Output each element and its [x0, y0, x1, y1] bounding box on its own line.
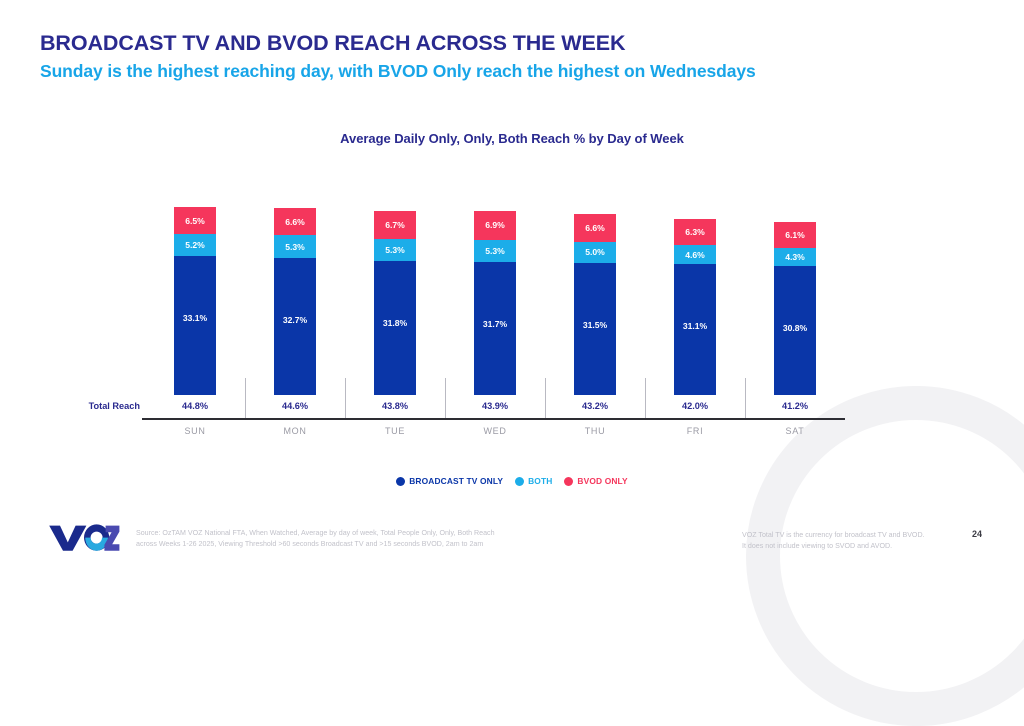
bar-stack: 6.6% 5.3% 32.7%	[274, 207, 316, 395]
total-reach-value-mon: 44.6%	[281, 401, 309, 411]
chart-plot-area: 6.5% 5.2% 33.1% 6.6% 5.3% 32.7% 6.7% 5.3% 31.8% 6…	[89, 185, 845, 436]
bar-segment-both[interactable]: 5.3%	[474, 239, 516, 262]
bar-stack: 6.5% 5.2% 33.1%	[174, 206, 216, 395]
legend-item[interactable]: BROADCAST TV ONLY	[396, 476, 503, 486]
legend-label: BROADCAST TV ONLY	[409, 476, 504, 486]
bar-segment-bvod-only[interactable]: 6.7%	[374, 211, 416, 240]
bar-segment-bvod-only[interactable]: 6.1%	[774, 221, 816, 248]
bar-column-tue[interactable]: 6.7% 5.3% 31.8%	[345, 185, 445, 395]
bar-segment-bvod-only[interactable]: 6.3%	[674, 218, 716, 246]
legend-swatch-icon	[396, 476, 406, 486]
slide-subtitle: Sunday is the highest reaching day, with…	[40, 61, 756, 81]
x-tick-sat: SAT	[785, 426, 805, 436]
bar-stack: 6.6% 5.0% 31.5%	[574, 213, 616, 395]
bar-segment-both[interactable]: 5.3%	[274, 235, 316, 258]
bar-segment-broadcast-tv-only[interactable]: 31.7%	[474, 261, 516, 395]
currency-note: VOZ Total TV is the currency for broadca…	[742, 530, 964, 551]
bars-container: 6.5% 5.2% 33.1% 6.6% 5.3% 32.7% 6.7% 5.3% 31.8% 6…	[145, 185, 845, 395]
bar-segment-bvod-only[interactable]: 6.6%	[274, 207, 316, 236]
x-tick-mon: MON	[283, 426, 307, 436]
x-axis-tick-labels: SUN MON TUE WED THU FRI SAT	[145, 423, 845, 439]
bar-segment-bvod-only[interactable]: 6.9%	[474, 210, 516, 240]
bar-segment-broadcast-tv-only[interactable]: 31.5%	[574, 262, 616, 395]
bar-segment-both[interactable]: 5.3%	[374, 239, 416, 262]
bar-segment-broadcast-tv-only[interactable]: 31.8%	[374, 261, 416, 395]
total-reach-values: 44.8% 44.6% 43.8% 43.9% 43.2% 42.0% 41.2%	[145, 397, 845, 416]
slide-title: BROADCAST TV AND BVOD REACH ACROSS THE W…	[40, 31, 626, 55]
source-line-2: across Weeks 1-26 2025, Viewing Threshol…	[136, 539, 484, 548]
bar-segment-broadcast-tv-only[interactable]: 32.7%	[274, 257, 316, 395]
note-line-1: VOZ Total TV is the currency for broadca…	[742, 531, 925, 539]
bar-stack: 6.1% 4.3% 30.8%	[774, 221, 816, 395]
note-line-2: It does not include viewing to SVOD and …	[742, 541, 893, 550]
bar-column-mon[interactable]: 6.6% 5.3% 32.7%	[245, 185, 345, 395]
bar-column-wed[interactable]: 6.9% 5.3% 31.7%	[445, 185, 545, 395]
bar-segment-bvod-only[interactable]: 6.6%	[574, 213, 616, 242]
bar-segment-bvod-only[interactable]: 6.5%	[174, 206, 216, 235]
bar-column-sat[interactable]: 6.1% 4.3% 30.8%	[745, 185, 845, 395]
total-reach-value-tue: 43.8%	[381, 401, 409, 411]
bar-segment-broadcast-tv-only[interactable]: 31.1%	[674, 264, 716, 395]
x-tick-fri: FRI	[686, 426, 704, 436]
legend-label: BVOD ONLY	[577, 476, 628, 486]
voz-logo	[48, 522, 120, 552]
x-tick-tue: TUE	[384, 426, 406, 436]
source-footnote: Source: OzTAM VOZ National FTA, When Wat…	[136, 528, 586, 549]
bar-segment-both[interactable]: 5.0%	[574, 241, 616, 263]
total-reach-value-sun: 44.8%	[181, 401, 209, 411]
total-reach-value-wed: 43.9%	[481, 401, 509, 411]
bar-stack: 6.3% 4.6% 31.1%	[674, 218, 716, 395]
bar-column-sun[interactable]: 6.5% 5.2% 33.1%	[145, 185, 245, 395]
legend-item[interactable]: BVOD ONLY	[564, 476, 628, 486]
page-number: 24	[972, 529, 983, 539]
legend-label: BOTH	[528, 476, 553, 486]
total-reach-value-fri: 42.0%	[681, 401, 709, 411]
x-axis-line	[142, 418, 845, 421]
legend-item[interactable]: BOTH	[515, 476, 552, 486]
total-reach-value-thu: 43.2%	[581, 401, 609, 411]
bar-segment-both[interactable]: 4.6%	[674, 245, 716, 265]
bar-stack: 6.9% 5.3% 31.7%	[474, 210, 516, 395]
x-tick-thu: THU	[584, 426, 606, 436]
x-tick-sun: SUN	[184, 426, 206, 436]
bar-segment-both[interactable]: 4.3%	[774, 247, 816, 266]
bar-column-fri[interactable]: 6.3% 4.6% 31.1%	[645, 185, 745, 395]
legend-swatch-icon	[564, 476, 574, 486]
total-reach-label: Total Reach	[88, 401, 140, 411]
bar-stack: 6.7% 5.3% 31.8%	[374, 211, 416, 395]
bar-column-thu[interactable]: 6.6% 5.0% 31.5%	[545, 185, 645, 395]
bar-segment-broadcast-tv-only[interactable]: 33.1%	[174, 255, 216, 395]
bar-segment-broadcast-tv-only[interactable]: 30.8%	[774, 265, 816, 395]
chart-title: Average Daily Only, Only, Both Reach % b…	[340, 131, 684, 146]
chart-legend: BROADCAST TV ONLY BOTH BVOD ONLY	[0, 476, 1024, 486]
bar-segment-both[interactable]: 5.2%	[174, 234, 216, 256]
legend-swatch-icon	[515, 476, 525, 486]
x-tick-wed: WED	[483, 426, 507, 436]
total-reach-value-sat: 41.2%	[781, 401, 809, 411]
source-line-1: Source: OzTAM VOZ National FTA, When Wat…	[136, 529, 495, 537]
